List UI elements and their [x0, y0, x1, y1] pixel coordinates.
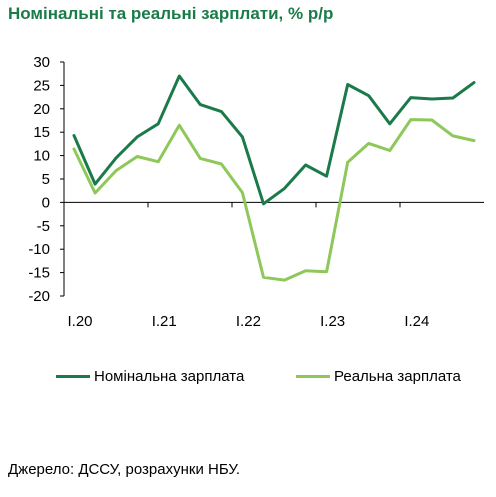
- y-tick-label: -10: [28, 241, 50, 258]
- legend-item-nominal: Номінальна зарплата: [56, 368, 244, 385]
- y-tick-label: 0: [42, 194, 50, 211]
- x-tick-label: I.22: [236, 313, 261, 330]
- x-tick-label: I.24: [404, 313, 429, 330]
- y-tick-label: 30: [33, 54, 50, 71]
- y-tick-label: 5: [42, 171, 50, 188]
- y-tick-label: -15: [28, 265, 50, 282]
- line-chart: 30 25 20 15 10 5 0 -5 -10 -15 -20 I.20 I.21 I.22 I.23…: [28, 54, 484, 330]
- y-tick-label: 25: [33, 77, 50, 94]
- x-tick-label: I.21: [152, 313, 177, 330]
- series-line-nominal: [72, 74, 476, 206]
- y-tick-label: 20: [33, 101, 50, 118]
- legend: Номінальна зарплата Реальна зарплата: [0, 368, 496, 390]
- legend-label-nominal: Номінальна зарплата: [94, 368, 245, 385]
- legend-item-real: Реальна зарплата: [296, 368, 461, 385]
- x-tick-label: I.23: [320, 313, 345, 330]
- source-note: Джерело: ДССУ, розрахунки НБУ.: [8, 461, 241, 478]
- legend-label-real: Реальна зарплата: [334, 368, 461, 385]
- y-tick-label: -20: [28, 288, 50, 305]
- x-tick-label: I.20: [67, 313, 92, 330]
- chart-title: Номінальні та реальні зарплати, % р/р: [8, 4, 334, 23]
- y-tick-label: 10: [33, 148, 50, 165]
- y-tick-label: -5: [37, 218, 50, 235]
- y-tick-label: 15: [33, 124, 50, 141]
- legend-swatch-real: [296, 375, 330, 378]
- series-lines: [72, 74, 476, 282]
- series-line-real: [72, 118, 476, 282]
- legend-swatch-nominal: [56, 375, 90, 378]
- y-axis-ticks: 30 25 20 15 10 5 0 -5 -10 -15 -20: [28, 54, 64, 305]
- x-axis-ticks: I.20 I.21 I.22 I.23 I.24: [67, 202, 429, 330]
